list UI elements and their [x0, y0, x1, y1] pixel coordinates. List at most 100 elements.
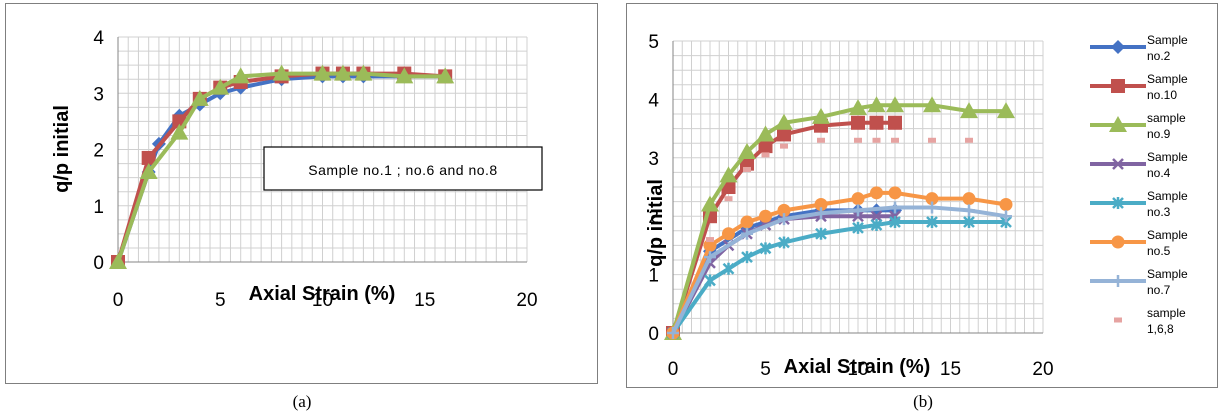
chart-a-data-point	[395, 67, 414, 84]
chart-b-data-point	[888, 115, 902, 130]
legend-item: Sample no.10	[1090, 72, 1188, 102]
chart-a-data-point	[333, 64, 352, 81]
chart-a-y-tick-label: 2	[93, 141, 104, 162]
chart-b-x-tick-label: 10	[847, 359, 868, 380]
legend-label: sample	[1147, 306, 1186, 320]
chart-b-data-point	[704, 251, 716, 264]
legend-label: no.3	[1147, 205, 1171, 219]
annotation-box	[263, 146, 543, 191]
chart-b-data-point	[891, 137, 899, 143]
chart-a-x-tick-label: 20	[516, 290, 537, 311]
chart-b-series-3	[664, 96, 1015, 340]
chart-b-data-point	[777, 203, 791, 217]
chart-b-data-point	[1000, 210, 1012, 223]
chart-a-data-point	[272, 64, 291, 81]
chart-b-data-point	[761, 152, 770, 158]
legend-marker	[1109, 116, 1127, 132]
chart-a-data-point	[354, 64, 373, 81]
chart-b-series-line	[671, 205, 1007, 334]
chart-b-data-point	[758, 139, 773, 154]
chart-b-data-point	[741, 251, 753, 264]
chart-b-data-point	[965, 137, 973, 143]
chart-b-data-point	[704, 274, 716, 287]
chart-b-y-tick-label: 1	[648, 266, 659, 287]
chart-b-data-point	[759, 209, 772, 223]
chart-b-data-point	[814, 198, 828, 212]
legend-item: Sample no.5	[1090, 228, 1188, 258]
chart-a-data-point	[190, 89, 209, 106]
chart-b-x-tick-label: 0	[668, 359, 679, 380]
chart-b-data-point	[872, 137, 881, 143]
chart-b-data-point	[815, 227, 827, 240]
chart-b-data-point	[852, 204, 864, 217]
chart-a-data-point	[139, 163, 158, 179]
legend-label: no.7	[1147, 283, 1171, 297]
legend-marker	[1112, 158, 1124, 170]
chart-a-data-point	[141, 150, 156, 165]
chart-b-x-axis-title: Axial Strain (%)	[784, 356, 931, 378]
caption-a: (a)	[293, 392, 312, 411]
chart-a-series-3	[109, 64, 455, 269]
chart-b-data-point	[759, 242, 772, 255]
chart-b-data-point	[928, 137, 936, 143]
chart-b-x-tick-label: 5	[760, 359, 771, 380]
chart-b-data-point	[667, 327, 679, 339]
legend-item: Sample no.2	[1090, 33, 1188, 63]
legend-label: no.9	[1147, 127, 1171, 141]
chart-b-data-point	[870, 186, 883, 200]
chart-b-data-point	[775, 113, 793, 130]
chart-a-y-axis-title: q/p initial	[51, 105, 73, 193]
chart-b-series-7	[667, 201, 1012, 339]
chart-a-x-tick-label: 10	[312, 290, 333, 311]
legend-item: Sample no.4	[1090, 150, 1188, 180]
chart-b-data-point	[777, 127, 791, 142]
chart-b-y-axis-title: q/p initial	[645, 179, 667, 267]
chart-b-data-point	[778, 236, 790, 249]
chart-a-y-tick-label: 3	[93, 84, 104, 105]
chart-b-series-line	[671, 120, 895, 334]
chart-b-data-point	[812, 107, 830, 124]
legend-item: sample no.9	[1090, 111, 1186, 141]
chart-b-legend: Sample no.2 Sample no.10 sample no.9 Sample no.…	[1090, 33, 1188, 336]
caption-b: (b)	[913, 392, 933, 411]
chart-b-data-point	[867, 96, 886, 113]
chart-b-data-point	[923, 96, 941, 113]
chart-b-data-point	[889, 201, 901, 214]
chart-a-y-tick-label: 0	[93, 253, 104, 274]
legend-marker	[1111, 235, 1125, 249]
chart-a: 0 5 10 15 20 0 1 2 3 4 Axial Strain (%) q/p initial…	[51, 28, 543, 311]
legend-label: no.2	[1147, 49, 1171, 63]
chart-b-y-tick-label: 3	[648, 149, 659, 170]
legend-label: no.10	[1147, 88, 1177, 102]
chart-b-y-tick-label: 5	[648, 32, 659, 53]
chart-b-data-point	[743, 166, 751, 172]
chart-a-data-point	[211, 78, 230, 95]
chart-b-y-tick-label: 0	[648, 324, 659, 345]
chart-b-data-point	[925, 192, 939, 206]
chart-b-data-point	[999, 198, 1013, 212]
chart-a-y-tick-label: 1	[93, 197, 104, 218]
chart-b-data-point	[870, 210, 883, 223]
chart-b-data-point	[740, 215, 754, 229]
chart-b-data-point	[724, 196, 733, 202]
legend-item: Sample no.7	[1090, 267, 1188, 297]
legend-item: Sample no.3	[1090, 189, 1188, 219]
legend-label: Sample	[1147, 150, 1188, 164]
chart-b-series-8	[706, 137, 973, 243]
legend-label: no.4	[1147, 166, 1171, 180]
legend-label: Sample	[1147, 267, 1188, 281]
chart-a-data-point	[313, 64, 332, 81]
chart-b-data-point	[706, 237, 714, 243]
chart-b-data-point	[722, 227, 735, 241]
chart-a-x-tick-label: 5	[215, 290, 226, 311]
chart-a-data-point	[436, 67, 455, 84]
chart-b-data-point	[741, 227, 753, 240]
chart-b-data-point	[926, 201, 938, 214]
chart-b-data-point	[851, 192, 865, 206]
chart-b-y-tick-label: 2	[648, 207, 659, 228]
chart-b-data-point	[849, 99, 867, 116]
chart-b-data-point	[963, 216, 975, 229]
chart-b-y-tick-label: 4	[648, 90, 659, 111]
chart-b-data-point	[719, 166, 738, 183]
chart-b-data-point	[778, 213, 790, 226]
